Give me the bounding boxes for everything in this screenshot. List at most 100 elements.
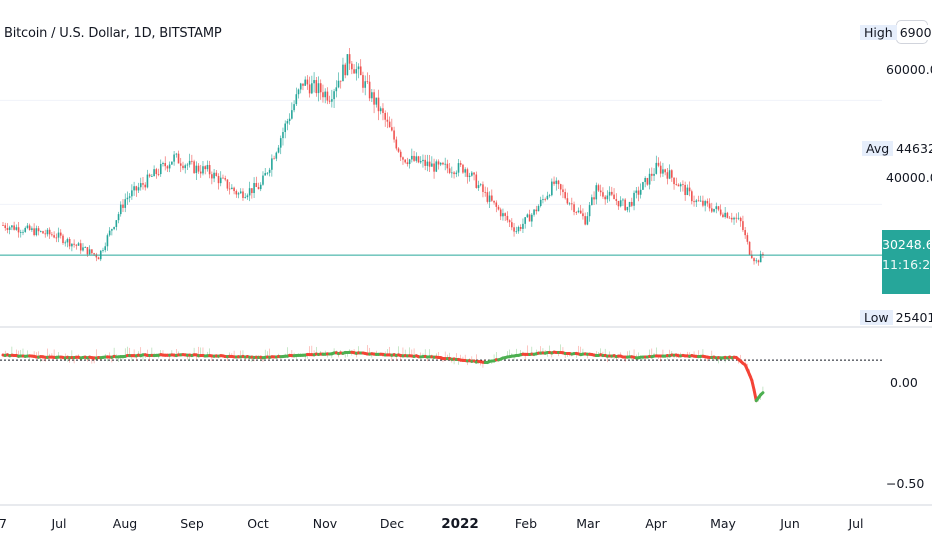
candle-body — [427, 162, 429, 166]
candle-body — [89, 249, 91, 254]
candle-body — [480, 184, 482, 185]
candle-body — [407, 162, 409, 164]
candle-body — [371, 92, 373, 98]
candle-body — [140, 183, 142, 187]
candle-body — [729, 218, 731, 219]
candle-body — [438, 161, 440, 164]
candle-body — [24, 228, 26, 232]
candle-body — [655, 163, 657, 174]
candle-body — [136, 186, 138, 190]
time-axis-label: Nov — [313, 516, 337, 531]
candle-body — [258, 187, 260, 189]
indicator-axis-label: 0.00 — [890, 375, 918, 390]
candle-body — [198, 166, 200, 172]
candle-body — [558, 181, 560, 184]
time-axis-label: Oct — [247, 516, 269, 531]
candle-body — [62, 236, 64, 243]
time-axis-label: Aug — [113, 516, 137, 531]
candle-body — [364, 81, 366, 88]
candle-body — [178, 154, 180, 164]
candle-body — [615, 199, 617, 201]
candle-body — [595, 185, 597, 199]
candle-body — [698, 200, 700, 201]
candle-body — [229, 189, 231, 190]
candle-body — [300, 83, 302, 89]
candle-body — [302, 83, 304, 85]
candle-body — [138, 187, 140, 190]
candle-body — [131, 190, 133, 196]
candle-body — [149, 175, 151, 177]
candle-body — [518, 227, 520, 231]
candle-body — [253, 183, 255, 193]
candle-body — [502, 213, 504, 216]
candle-body — [156, 169, 158, 174]
candle-body — [142, 183, 144, 185]
candle-body — [538, 206, 540, 211]
candle-body — [527, 214, 529, 217]
candle-body — [409, 159, 411, 164]
candle-body — [542, 199, 544, 200]
candle-body — [167, 166, 169, 168]
candle-body — [4, 225, 6, 228]
candle-body — [467, 169, 469, 177]
candle-body — [220, 178, 222, 183]
time-axis-label: Sep — [180, 516, 204, 531]
candle-body — [475, 175, 477, 188]
candle-body — [284, 124, 286, 132]
candle-body — [196, 166, 198, 173]
candle-body — [380, 108, 382, 111]
candle-body — [482, 184, 484, 192]
candle-body — [460, 163, 462, 165]
candle-body — [216, 173, 218, 176]
candle-body — [320, 83, 322, 92]
candle-body — [507, 216, 509, 220]
candle-body — [473, 173, 475, 175]
price-axis-label: 60000.00 — [886, 62, 932, 77]
candle-body — [351, 64, 353, 70]
candle-body — [618, 201, 620, 206]
candle-body — [187, 165, 189, 166]
candle-body — [744, 230, 746, 235]
candle-body — [116, 220, 118, 227]
candle-body — [547, 196, 549, 199]
candle-body — [418, 156, 420, 162]
candle-body — [271, 158, 273, 169]
candle-body — [71, 244, 73, 247]
candle-body — [569, 203, 571, 204]
candle-body — [500, 209, 502, 216]
candle-body — [176, 154, 178, 155]
candle-body — [580, 211, 582, 214]
candle-body — [511, 222, 513, 227]
candle-body — [69, 239, 71, 246]
candle-body — [389, 122, 391, 128]
candle-body — [722, 215, 724, 217]
candle-body — [44, 233, 46, 234]
candle-body — [120, 205, 122, 215]
candle-body — [367, 81, 369, 82]
candle-body — [209, 165, 211, 174]
candle-body — [573, 204, 575, 212]
candle-body — [562, 189, 564, 192]
candle-body — [340, 81, 342, 82]
candle-body — [362, 75, 364, 88]
candle-body — [424, 160, 426, 166]
low-label: Low — [860, 310, 893, 325]
candle-body — [682, 184, 684, 185]
candle-body — [753, 258, 755, 261]
candle-body — [609, 192, 611, 196]
candle-body — [458, 163, 460, 173]
candle-body — [393, 130, 395, 139]
candle-body — [740, 218, 742, 221]
candle-body — [422, 160, 424, 161]
candle-body — [447, 164, 449, 169]
candles — [2, 48, 764, 266]
candle-body — [689, 188, 691, 192]
candle-body — [38, 228, 40, 231]
candle-body — [733, 218, 735, 220]
candle-body — [742, 221, 744, 230]
candle-body — [622, 200, 624, 201]
candle-body — [667, 172, 669, 178]
high-value: 69000.00 — [897, 25, 932, 40]
